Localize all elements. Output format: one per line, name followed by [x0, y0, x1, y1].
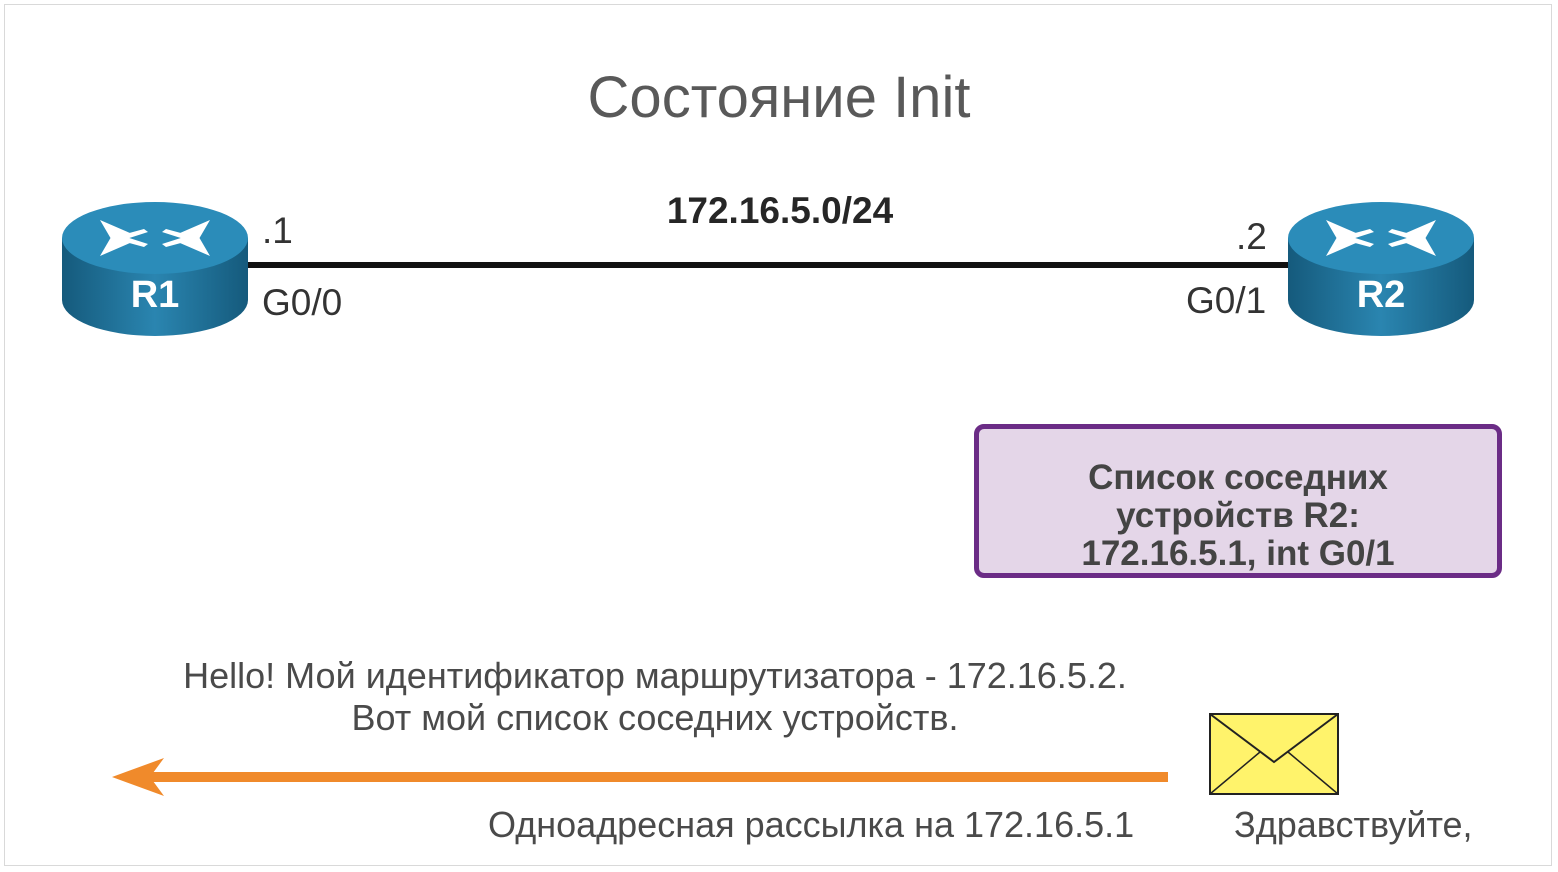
envelope-icon: [1209, 713, 1339, 795]
router-icon: [62, 202, 248, 336]
hello-message-line1: Hello! Мой идентификатор маршрутизатора …: [183, 655, 1127, 696]
neighbor-list-line1: Список соседних: [1088, 458, 1388, 497]
slide-frame: [4, 4, 1552, 866]
router-r2-name: R2: [1356, 274, 1406, 316]
unicast-label: Одноадресная рассылка на 172.16.5.1: [488, 804, 1135, 845]
link-line: [248, 262, 1290, 268]
hello-message-line2: Вот мой список соседних устройств.: [351, 697, 959, 738]
left-arrow-icon: [112, 758, 1168, 796]
neighbor-list-box: Список соседних устройств R2: 172.16.5.1…: [974, 424, 1502, 578]
router-r2: R2: [1286, 196, 1476, 341]
router-r1-name: R1: [130, 274, 180, 316]
router-icon: [1288, 202, 1474, 336]
r1-interface: G0/0: [262, 282, 343, 323]
neighbor-list-line2: устройств R2:: [1116, 496, 1360, 535]
envelope-label: Здравствуйте,: [1234, 804, 1473, 845]
neighbor-list-line3: 172.16.5.1, int G0/1: [1081, 534, 1395, 573]
router-r1: R1: [60, 196, 250, 341]
hello-message: Hello! Мой идентификатор маршрутизатора …: [130, 655, 1180, 739]
r2-interface: G0/1: [1186, 280, 1267, 321]
r2-ip-suffix: .2: [1236, 216, 1267, 257]
slide-title: Состояние Init: [587, 65, 971, 130]
network-label: 172.16.5.0/24: [666, 190, 894, 231]
r1-ip-suffix: .1: [262, 210, 293, 251]
